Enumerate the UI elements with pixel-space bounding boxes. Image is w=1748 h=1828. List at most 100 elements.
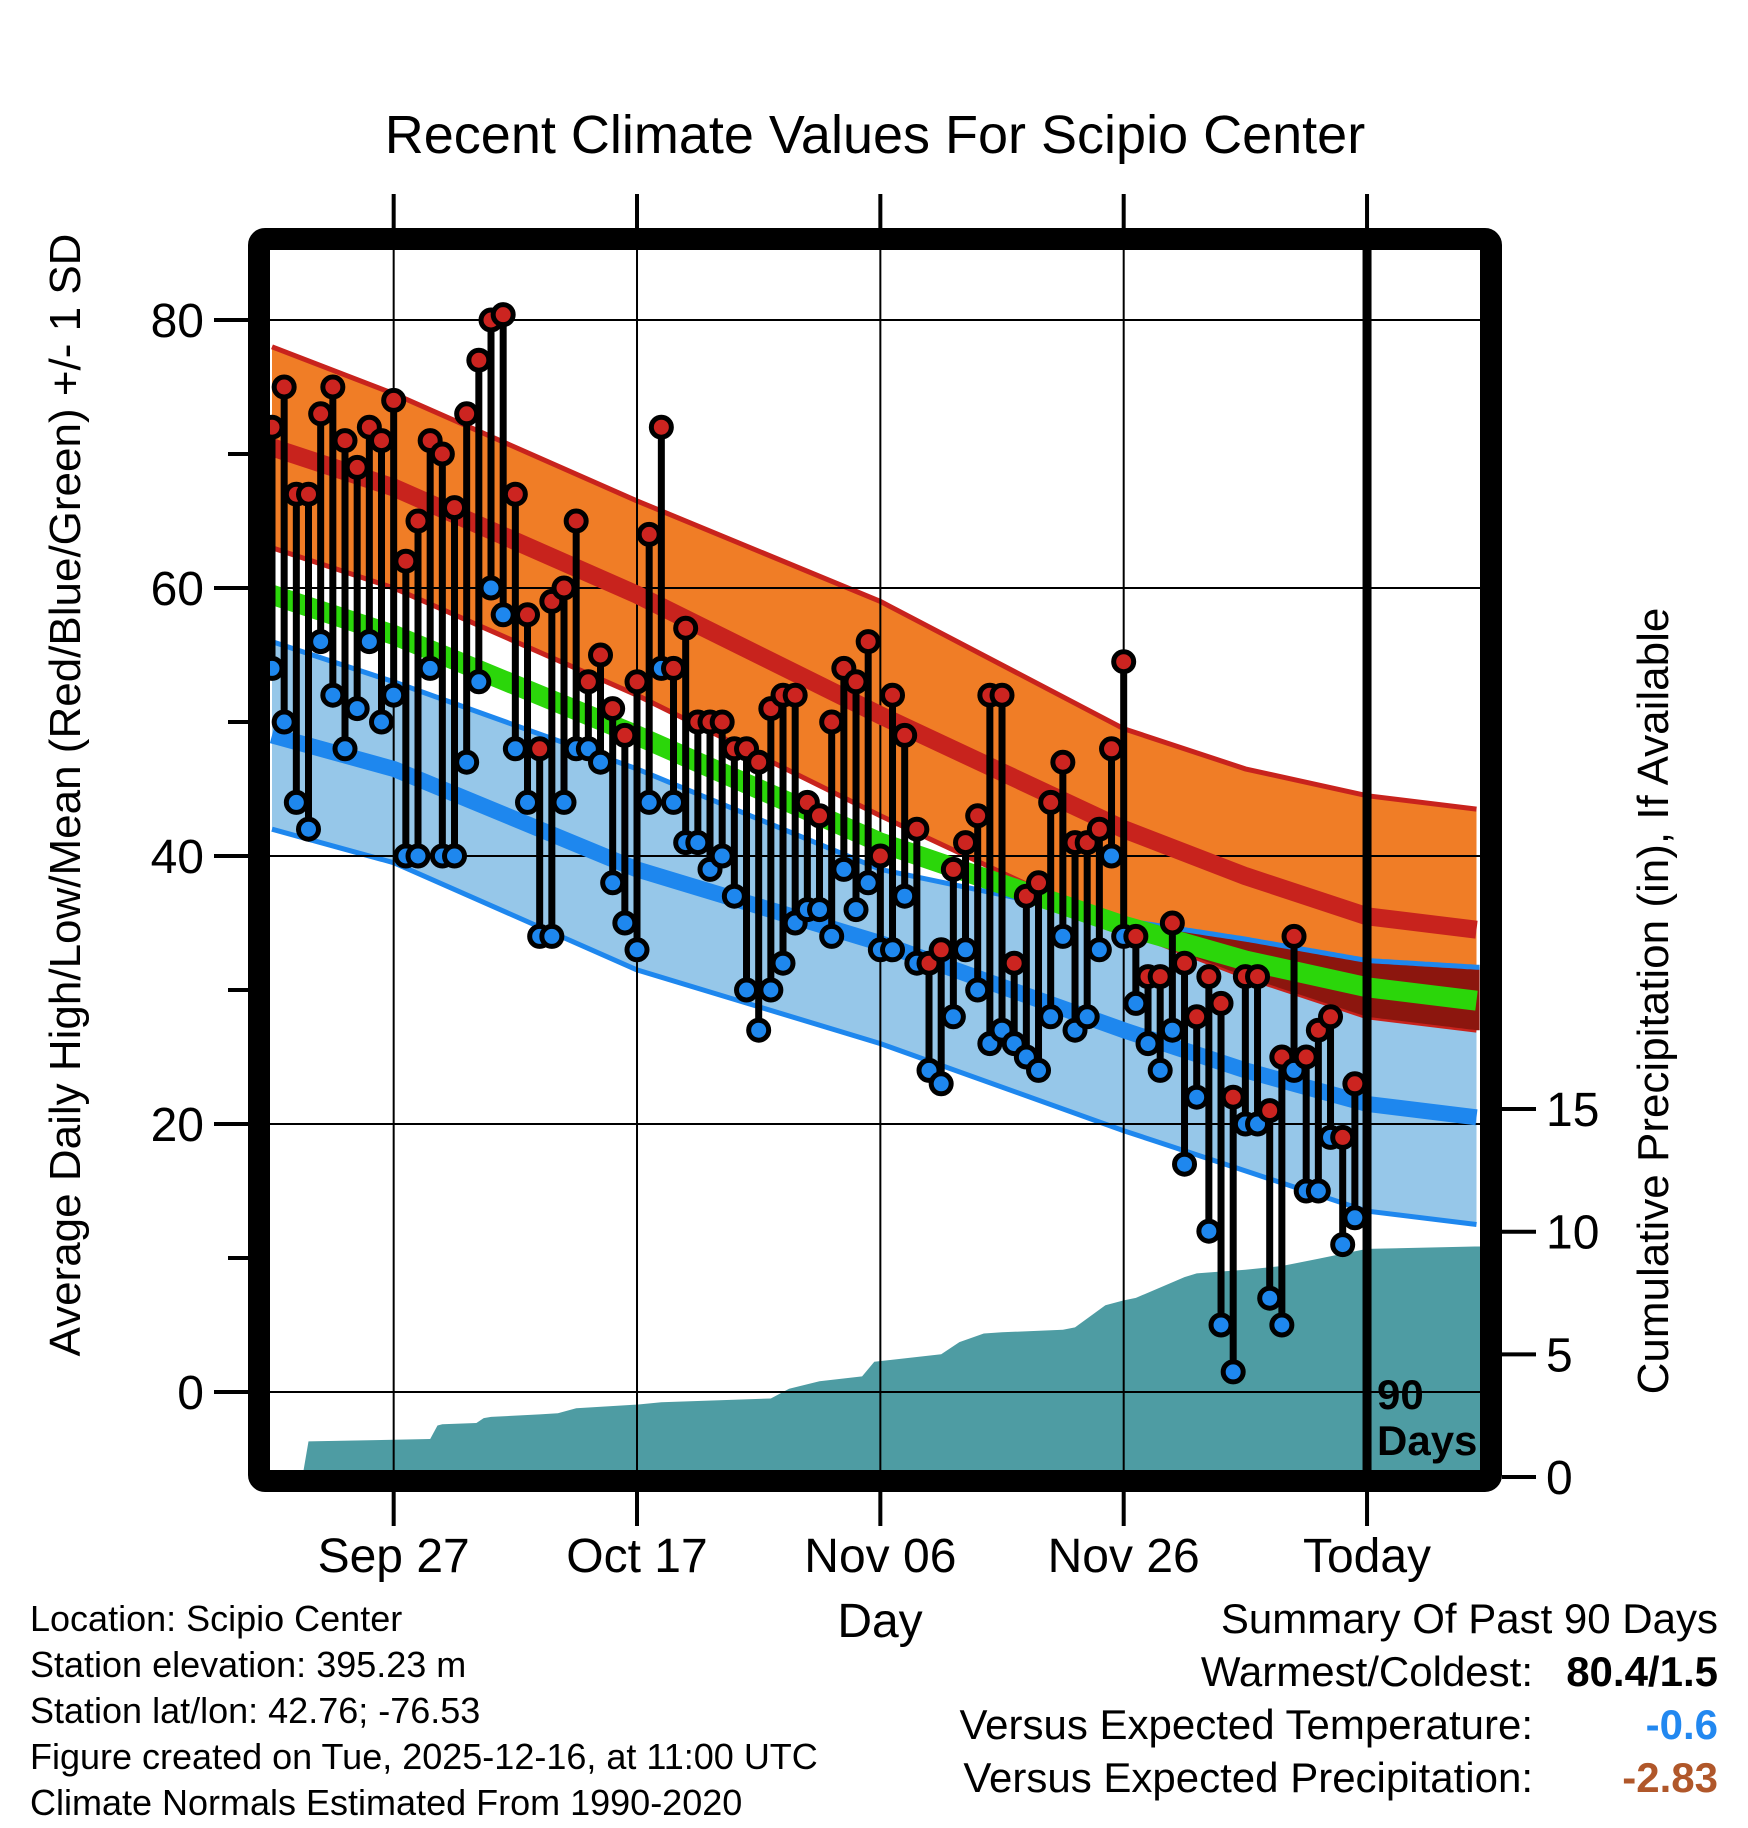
daily-low-dot: [1220, 1359, 1246, 1385]
daily-high-dot: [588, 642, 614, 668]
daily-low-dot: [940, 1004, 966, 1030]
daily-high-dot: [1159, 910, 1185, 936]
daily-low-dot: [807, 897, 833, 923]
daily-low-dot: [1038, 1004, 1064, 1030]
daily-low-dot: [1123, 990, 1149, 1016]
daily-low-dot: [758, 977, 784, 1003]
summary-label: Versus Expected Temperature:: [959, 1701, 1533, 1748]
daily-high-dot: [953, 830, 979, 856]
daily-low-dot: [332, 736, 358, 762]
daily-high-dot: [1293, 1044, 1319, 1070]
daily-high-dot: [855, 629, 881, 655]
ninety-days-line1: 90: [1377, 1371, 1424, 1418]
x-tick-label: Today: [1303, 1530, 1431, 1583]
right-tick-label-15: 15: [1546, 1084, 1599, 1137]
daily-low-dot: [831, 856, 857, 882]
daily-high-dot: [381, 387, 407, 413]
daily-low-dot: [600, 870, 626, 896]
daily-high-dot: [1281, 923, 1307, 949]
daily-low-dot: [1269, 1312, 1295, 1338]
daily-high-dot: [332, 428, 358, 454]
daily-low-dot: [1184, 1084, 1210, 1110]
x-tick-label: Nov 26: [1048, 1530, 1200, 1583]
daily-high-dot: [612, 722, 638, 748]
daily-high-dot: [989, 682, 1015, 708]
daily-high-dot: [843, 669, 869, 695]
daily-low-dot: [612, 910, 638, 936]
daily-high-dot: [466, 347, 492, 373]
daily-low-dot: [320, 682, 346, 708]
daily-low-dot: [746, 1017, 772, 1043]
summary-value: -2.83: [1622, 1754, 1718, 1801]
daily-low-dot: [1050, 923, 1076, 949]
daily-high-dot: [746, 749, 772, 775]
station-location: Location: Scipio Center: [30, 1598, 403, 1639]
daily-low-dot: [1099, 843, 1125, 869]
station-latlon: Station lat/lon: 42.76; -76.53: [30, 1690, 481, 1731]
daily-low-dot: [369, 709, 395, 735]
daily-high-dot: [296, 481, 322, 507]
daily-low-dot: [892, 883, 918, 909]
daily-low-dot: [1342, 1205, 1368, 1231]
x-tick-label: Sep 27: [318, 1530, 470, 1583]
daily-high-dot: [1172, 950, 1198, 976]
daily-low-dot: [624, 937, 650, 963]
daily-low-dot: [1305, 1178, 1331, 1204]
summary-row-warmest-coldest: Warmest/Coldest: 80.4/1.5: [959, 1645, 1718, 1698]
daily-low-dot: [709, 843, 735, 869]
x-tick-label: Oct 17: [566, 1530, 707, 1583]
summary-block: Summary Of Past 90 Days Warmest/Coldest:…: [959, 1592, 1718, 1804]
daily-low-dot: [1330, 1232, 1356, 1258]
cumulative-precip-area: [272, 1246, 1481, 1470]
daily-high-dot: [965, 803, 991, 829]
left-tick-label-80: 80: [151, 295, 204, 348]
daily-high-dot: [1147, 964, 1173, 990]
daily-low-dot: [478, 575, 504, 601]
daily-low-dot: [819, 923, 845, 949]
daily-high-dot: [1111, 649, 1137, 675]
daily-high-dot: [1208, 990, 1234, 1016]
daily-low-dot: [636, 789, 662, 815]
daily-high-dot: [320, 374, 346, 400]
daily-high-dot: [271, 374, 297, 400]
daily-high-dot: [867, 843, 893, 869]
daily-high-dot: [515, 602, 541, 628]
daily-low-dot: [843, 897, 869, 923]
summary-label: Warmest/Coldest:: [1200, 1648, 1533, 1695]
daily-high-dot: [709, 709, 735, 735]
daily-high-dot: [904, 816, 930, 842]
daily-low-dot: [356, 629, 382, 655]
low-band-bottom-edge: [271, 826, 1477, 1227]
left-tick-label-0: 0: [177, 1367, 204, 1420]
daily-low-dot: [770, 950, 796, 976]
daily-high-dot: [393, 548, 419, 574]
daily-high-dot: [454, 401, 480, 427]
daily-low-dot: [296, 816, 322, 842]
daily-high-dot: [1038, 789, 1064, 815]
daily-high-dot: [344, 454, 370, 480]
daily-low-dot: [855, 870, 881, 896]
daily-low-dot: [685, 830, 711, 856]
x-tick-label: Nov 06: [804, 1530, 956, 1583]
daily-high-dot: [405, 508, 431, 534]
daily-high-dot: [1196, 964, 1222, 990]
daily-high-dot: [1245, 964, 1271, 990]
daily-high-dot: [880, 682, 906, 708]
daily-high-dot: [502, 481, 528, 507]
daily-high-dot: [1318, 1004, 1344, 1030]
daily-low-dot: [1147, 1057, 1173, 1083]
daily-low-dot: [1074, 1004, 1100, 1030]
daily-high-dot: [1050, 749, 1076, 775]
daily-low-dot: [880, 937, 906, 963]
summary-label: Versus Expected Precipitation:: [963, 1754, 1533, 1801]
left-tick-label-60: 60: [151, 563, 204, 616]
daily-low-dot: [661, 789, 687, 815]
daily-low-dot: [551, 789, 577, 815]
summary-row-vs-precipitation: Versus Expected Precipitation: -2.83: [959, 1751, 1718, 1804]
daily-high-dot: [1220, 1084, 1246, 1110]
daily-low-dot: [1159, 1017, 1185, 1043]
daily-high-dot: [308, 401, 334, 427]
left-tick-label-20: 20: [151, 1099, 204, 1152]
daily-low-dot: [417, 655, 443, 681]
